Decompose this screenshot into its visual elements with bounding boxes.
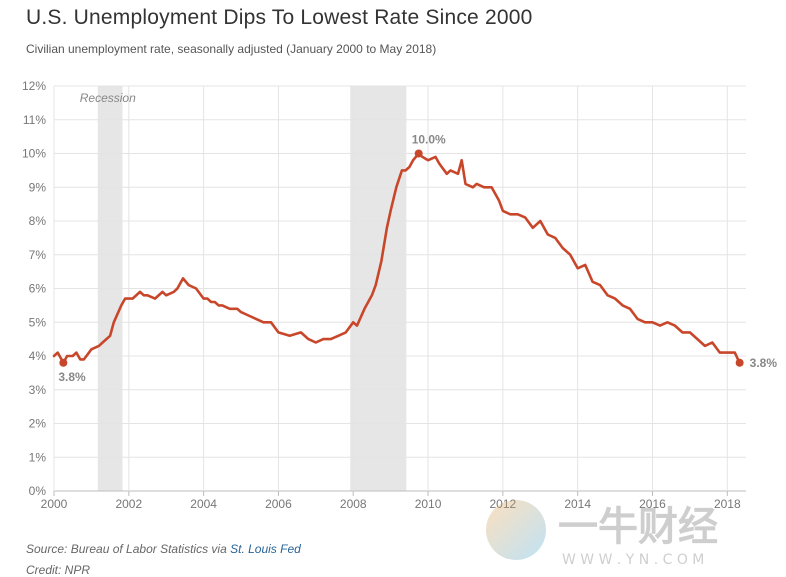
chart-title: U.S. Unemployment Dips To Lowest Rate Si… [26, 6, 533, 29]
y-tick-label-2: 2% [29, 417, 47, 431]
recession-label: Recession [80, 91, 136, 105]
annotation-label-3: 3.8% [750, 356, 778, 370]
chart-subtitle: Civilian unemployment rate, seasonally a… [26, 42, 437, 56]
annotation-label-1: 3.8% [58, 370, 86, 384]
y-tick-label-0: 0% [29, 484, 47, 498]
y-axis-ticks: 0% 1% 2% 3% 4% 5% 6% 7% 8% 9% 10% 11% 12% [22, 79, 46, 498]
y-tick-label-5: 5% [29, 315, 47, 329]
y-tick-label-8: 8% [29, 214, 47, 228]
credit-note: Credit: NPR [26, 563, 91, 577]
y-tick-label-6: 6% [29, 282, 47, 296]
x-tick-label-2010: 2010 [415, 497, 442, 511]
x-tick-label-2008: 2008 [340, 497, 367, 511]
x-tick-label-2000: 2000 [41, 497, 68, 511]
y-tick-label-4: 4% [29, 349, 47, 363]
y-tick-label-10: 10% [22, 147, 46, 161]
gridlines [53, 85, 746, 492]
y-tick-label-11: 11% [23, 113, 46, 127]
source-link[interactable]: St. Louis Fed [230, 542, 301, 556]
annotation-label-2: 10.0% [412, 133, 446, 147]
y-tick-label-9: 9% [29, 180, 47, 194]
annotation-point-3 [735, 358, 744, 367]
y-tick-label-12: 12% [22, 79, 46, 93]
y-tick-label-3: 3% [29, 383, 47, 397]
x-tick-label-2006: 2006 [265, 497, 292, 511]
source-prefix: Source: Bureau of Labor Statistics via [26, 542, 231, 556]
y-tick-label-7: 7% [29, 248, 47, 262]
annotation-point-2 [414, 149, 423, 158]
x-tick-label-2018: 2018 [714, 497, 741, 511]
x-axis-ticks: 2000 2002 2004 2006 2008 2010 2012 2014 2016 2018 [41, 491, 741, 511]
annotations: 3.8% 10.0% 3.8% [58, 133, 777, 384]
annotation-point-1 [59, 358, 68, 367]
x-tick-label-2016: 2016 [639, 497, 666, 511]
x-tick-label-2012: 2012 [490, 497, 517, 511]
x-tick-label-2014: 2014 [564, 497, 591, 511]
source-note: Source: Bureau of Labor Statistics via S… [26, 542, 301, 556]
x-tick-label-2002: 2002 [115, 497, 142, 511]
y-tick-label-1: 1% [29, 450, 47, 464]
unemployment-line [52, 152, 741, 365]
x-tick-label-2004: 2004 [190, 497, 217, 511]
